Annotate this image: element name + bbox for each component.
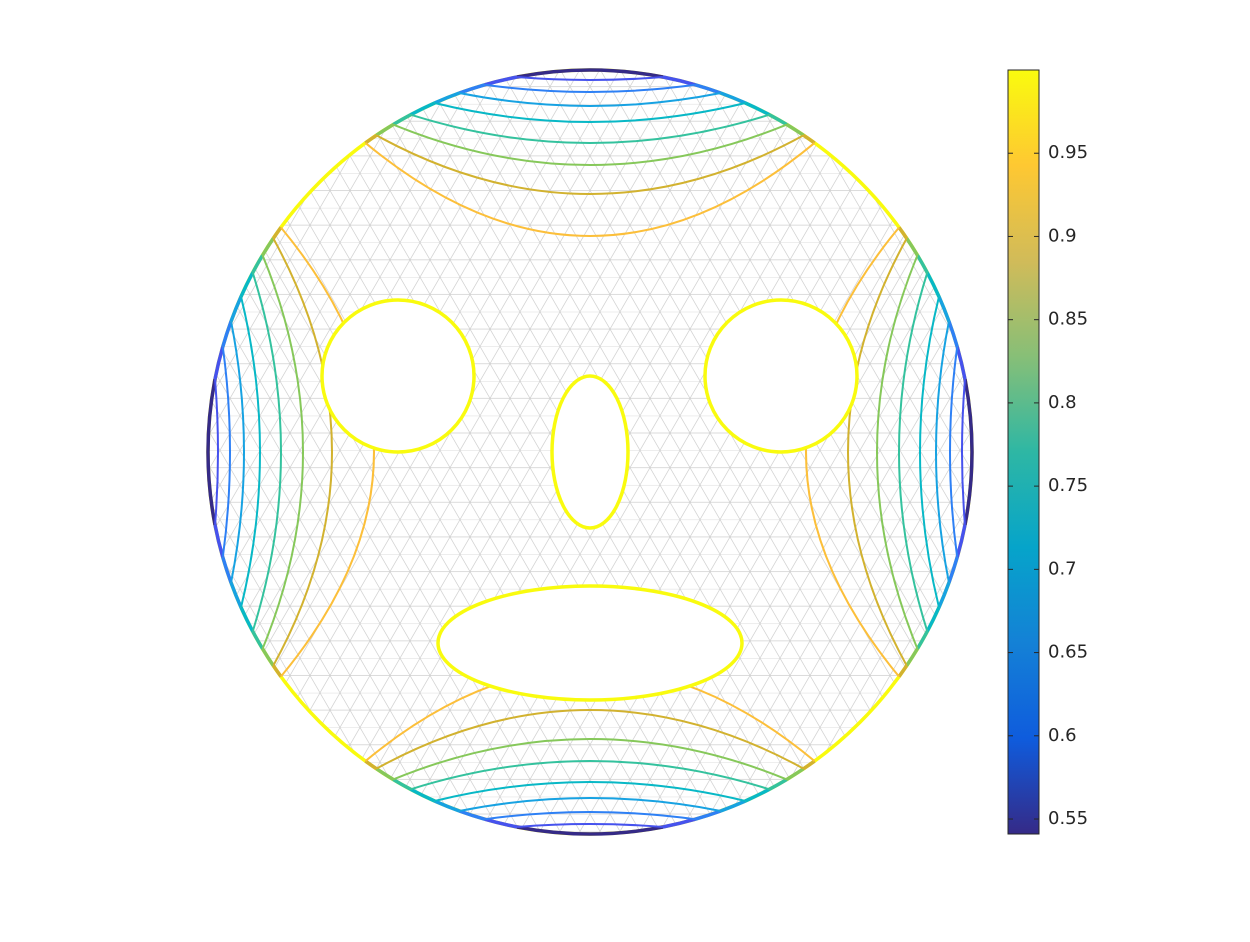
contour-line [935, 321, 950, 583]
contour-line [459, 92, 721, 107]
colorbar-tick-label: 0.85 [1048, 309, 1088, 330]
contour-line [847, 237, 908, 667]
contour-line [434, 781, 746, 802]
holes [320, 298, 859, 702]
contour-line [410, 760, 770, 791]
contour-line [280, 226, 375, 678]
contour-line [898, 272, 929, 632]
contour-line [392, 123, 788, 166]
hole [320, 298, 476, 454]
contour-line [261, 254, 304, 650]
hole [436, 584, 744, 702]
colorbar-scale [1007, 69, 1040, 835]
contour-line [919, 296, 940, 608]
contour-line [459, 797, 721, 812]
colorbar: 0.55 0.6 0.65 0.7 0.75 0.8 0.85 0.9 0.95 [1007, 69, 1088, 835]
hole [550, 374, 630, 530]
colorbar-tick-label: 0.9 [1048, 225, 1077, 246]
colorbar-tick-label: 0.6 [1048, 725, 1077, 746]
contour-line [221, 346, 231, 558]
colorbar-tick-label: 0.95 [1048, 142, 1088, 163]
contour-line [517, 76, 663, 81]
contour-line [805, 226, 900, 678]
contour-line [272, 237, 333, 667]
contour-line [434, 102, 746, 123]
contour-line [876, 254, 919, 650]
contour-line [375, 134, 805, 195]
colorbar-tick-label: 0.65 [1048, 642, 1088, 663]
colorbar-tick-label: 0.8 [1048, 392, 1077, 413]
colorbar-tick-label: 0.75 [1048, 475, 1088, 496]
contour-line [240, 296, 261, 608]
contour-line [214, 379, 219, 525]
colorbar-tick-label: 0.55 [1048, 808, 1088, 829]
contour-line [364, 142, 816, 237]
contour-line [484, 811, 696, 821]
contour-line [517, 823, 663, 828]
contour-line [484, 83, 696, 93]
contour-line [949, 346, 959, 558]
colorbar-tick-label: 0.7 [1048, 558, 1077, 579]
contour-line [961, 379, 966, 525]
contour-line [392, 738, 788, 781]
contour-line [375, 709, 805, 770]
contour-line [410, 113, 770, 144]
contour-line [230, 321, 245, 583]
contour-line [251, 272, 282, 632]
hole [703, 298, 859, 454]
